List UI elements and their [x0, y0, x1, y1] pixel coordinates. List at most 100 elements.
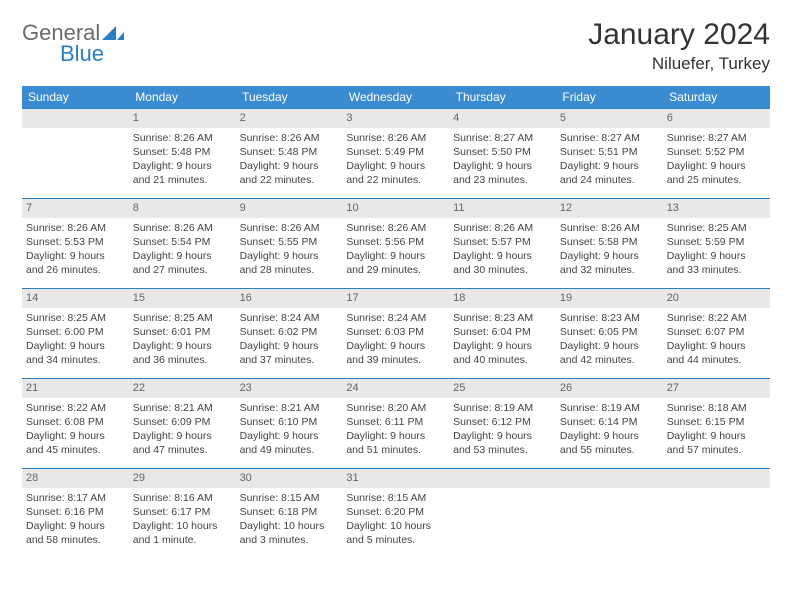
sunset-text: Sunset: 5:48 PM: [240, 145, 339, 159]
day-cell: 17Sunrise: 8:24 AMSunset: 6:03 PMDayligh…: [342, 289, 449, 379]
sunset-text: Sunset: 5:50 PM: [453, 145, 552, 159]
sunset-text: Sunset: 5:54 PM: [133, 235, 232, 249]
daylight-text: Daylight: 9 hours: [346, 429, 445, 443]
day-number: 23: [236, 379, 343, 398]
daylight-text: and 42 minutes.: [560, 353, 659, 367]
daylight-text: Daylight: 9 hours: [240, 339, 339, 353]
sunrise-text: Sunrise: 8:22 AM: [26, 401, 125, 415]
daylight-text: Daylight: 9 hours: [453, 159, 552, 173]
week-row: 7Sunrise: 8:26 AMSunset: 5:53 PMDaylight…: [22, 199, 770, 289]
daylight-text: Daylight: 9 hours: [346, 249, 445, 263]
sunset-text: Sunset: 6:07 PM: [667, 325, 766, 339]
sunrise-text: Sunrise: 8:26 AM: [346, 221, 445, 235]
sunrise-text: Sunrise: 8:26 AM: [133, 221, 232, 235]
sunrise-text: Sunrise: 8:21 AM: [240, 401, 339, 415]
sunset-text: Sunset: 6:17 PM: [133, 505, 232, 519]
daylight-text: and 26 minutes.: [26, 263, 125, 277]
sunrise-text: Sunrise: 8:26 AM: [133, 131, 232, 145]
day-number: 6: [663, 109, 770, 128]
daylight-text: and 5 minutes.: [346, 533, 445, 547]
day-number: 1: [129, 109, 236, 128]
sunrise-text: Sunrise: 8:24 AM: [240, 311, 339, 325]
day-number: 19: [556, 289, 663, 308]
day-cell: [556, 469, 663, 559]
day-cell: 23Sunrise: 8:21 AMSunset: 6:10 PMDayligh…: [236, 379, 343, 469]
day-number: 11: [449, 199, 556, 218]
day-cell: [22, 109, 129, 199]
calendar-table: SundayMondayTuesdayWednesdayThursdayFrid…: [22, 86, 770, 559]
daylight-text: Daylight: 9 hours: [453, 249, 552, 263]
daylight-text: and 57 minutes.: [667, 443, 766, 457]
sunrise-text: Sunrise: 8:26 AM: [240, 221, 339, 235]
day-number: 12: [556, 199, 663, 218]
daylight-text: Daylight: 9 hours: [667, 159, 766, 173]
day-number: 10: [342, 199, 449, 218]
day-number: 26: [556, 379, 663, 398]
day-cell: 14Sunrise: 8:25 AMSunset: 6:00 PMDayligh…: [22, 289, 129, 379]
day-number: 5: [556, 109, 663, 128]
daylight-text: Daylight: 9 hours: [26, 339, 125, 353]
daylight-text: and 22 minutes.: [346, 173, 445, 187]
day-cell: 16Sunrise: 8:24 AMSunset: 6:02 PMDayligh…: [236, 289, 343, 379]
sunset-text: Sunset: 6:14 PM: [560, 415, 659, 429]
day-cell: 10Sunrise: 8:26 AMSunset: 5:56 PMDayligh…: [342, 199, 449, 289]
sunrise-text: Sunrise: 8:24 AM: [346, 311, 445, 325]
day-cell: 18Sunrise: 8:23 AMSunset: 6:04 PMDayligh…: [449, 289, 556, 379]
daylight-text: and 44 minutes.: [667, 353, 766, 367]
sunrise-text: Sunrise: 8:22 AM: [667, 311, 766, 325]
day-cell: 1 Sunrise: 8:26 AMSunset: 5:48 PMDaylight…: [129, 109, 236, 199]
daylight-text: Daylight: 9 hours: [133, 429, 232, 443]
daylight-text: and 40 minutes.: [453, 353, 552, 367]
sunset-text: Sunset: 5:55 PM: [240, 235, 339, 249]
sunset-text: Sunset: 5:59 PM: [667, 235, 766, 249]
day-cell: 29Sunrise: 8:16 AMSunset: 6:17 PMDayligh…: [129, 469, 236, 559]
daylight-text: Daylight: 9 hours: [133, 339, 232, 353]
daylight-text: Daylight: 9 hours: [26, 429, 125, 443]
sail-icon: [102, 24, 124, 40]
page: General Blue January 2024 Niluefer, Turk…: [0, 0, 792, 569]
daylight-text: Daylight: 9 hours: [560, 159, 659, 173]
daylight-text: and 33 minutes.: [667, 263, 766, 277]
sunset-text: Sunset: 5:58 PM: [560, 235, 659, 249]
sunrise-text: Sunrise: 8:25 AM: [26, 311, 125, 325]
day-cell: 3Sunrise: 8:26 AMSunset: 5:49 PMDaylight…: [342, 109, 449, 199]
sunset-text: Sunset: 5:48 PM: [133, 145, 232, 159]
daylight-text: Daylight: 9 hours: [26, 519, 125, 533]
sunset-text: Sunset: 6:18 PM: [240, 505, 339, 519]
week-row: 14Sunrise: 8:25 AMSunset: 6:00 PMDayligh…: [22, 289, 770, 379]
sunset-text: Sunset: 5:49 PM: [346, 145, 445, 159]
day-cell: 27Sunrise: 8:18 AMSunset: 6:15 PMDayligh…: [663, 379, 770, 469]
day-header: Monday: [129, 86, 236, 109]
daylight-text: and 1 minute.: [133, 533, 232, 547]
daylight-text: Daylight: 9 hours: [133, 159, 232, 173]
day-number: 22: [129, 379, 236, 398]
daylight-text: Daylight: 9 hours: [240, 429, 339, 443]
week-row: 21Sunrise: 8:22 AMSunset: 6:08 PMDayligh…: [22, 379, 770, 469]
day-number: 9: [236, 199, 343, 218]
day-number: 29: [129, 469, 236, 488]
sunrise-text: Sunrise: 8:25 AM: [133, 311, 232, 325]
day-cell: 13Sunrise: 8:25 AMSunset: 5:59 PMDayligh…: [663, 199, 770, 289]
day-number: 4: [449, 109, 556, 128]
calendar-head: SundayMondayTuesdayWednesdayThursdayFrid…: [22, 86, 770, 109]
day-cell: 6Sunrise: 8:27 AMSunset: 5:52 PMDaylight…: [663, 109, 770, 199]
sunrise-text: Sunrise: 8:26 AM: [240, 131, 339, 145]
daylight-text: Daylight: 10 hours: [346, 519, 445, 533]
day-number: 31: [342, 469, 449, 488]
daylight-text: and 25 minutes.: [667, 173, 766, 187]
day-number: 13: [663, 199, 770, 218]
week-row: 28Sunrise: 8:17 AMSunset: 6:16 PMDayligh…: [22, 469, 770, 559]
day-number: 28: [22, 469, 129, 488]
sunset-text: Sunset: 6:15 PM: [667, 415, 766, 429]
day-cell: 2Sunrise: 8:26 AMSunset: 5:48 PMDaylight…: [236, 109, 343, 199]
day-header: Sunday: [22, 86, 129, 109]
daylight-text: Daylight: 9 hours: [453, 339, 552, 353]
daylight-text: Daylight: 9 hours: [240, 159, 339, 173]
day-cell: 12Sunrise: 8:26 AMSunset: 5:58 PMDayligh…: [556, 199, 663, 289]
day-number: 8: [129, 199, 236, 218]
day-cell: 31Sunrise: 8:15 AMSunset: 6:20 PMDayligh…: [342, 469, 449, 559]
day-number: 16: [236, 289, 343, 308]
daylight-text: and 23 minutes.: [453, 173, 552, 187]
sunrise-text: Sunrise: 8:23 AM: [453, 311, 552, 325]
sunset-text: Sunset: 6:09 PM: [133, 415, 232, 429]
